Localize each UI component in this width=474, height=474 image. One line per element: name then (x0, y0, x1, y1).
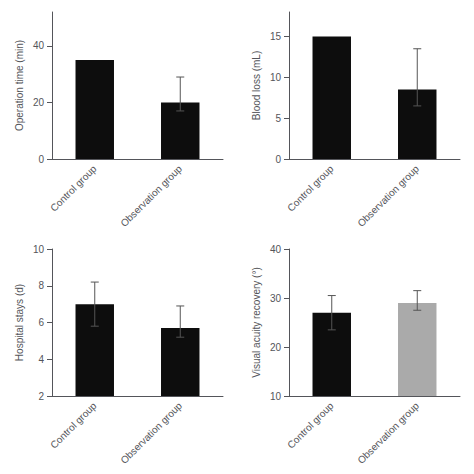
svg-text:10: 10 (270, 72, 282, 83)
svg-text:Hospital stays (d): Hospital stays (d) (14, 284, 25, 361)
svg-text:10: 10 (270, 391, 282, 402)
svg-text:0: 0 (275, 154, 281, 165)
svg-text:20: 20 (33, 97, 45, 108)
svg-text:4: 4 (38, 354, 44, 365)
svg-text:Control group: Control group (48, 400, 99, 451)
svg-text:8: 8 (38, 280, 44, 291)
svg-text:10: 10 (33, 244, 45, 255)
svg-text:2: 2 (38, 391, 44, 402)
svg-text:Operation time (min): Operation time (min) (14, 40, 25, 131)
svg-text:30: 30 (270, 293, 282, 304)
svg-text:Observation group: Observation group (118, 163, 184, 229)
svg-text:Control group: Control group (48, 163, 99, 214)
svg-text:6: 6 (38, 317, 44, 328)
svg-text:Observation group: Observation group (355, 163, 421, 229)
svg-text:Observation group: Observation group (118, 400, 184, 466)
svg-text:5: 5 (275, 113, 281, 124)
svg-text:20: 20 (270, 342, 282, 353)
svg-text:Observation group: Observation group (355, 400, 421, 466)
svg-text:15: 15 (270, 31, 282, 42)
svg-text:Blood loss (mL): Blood loss (mL) (251, 51, 262, 120)
svg-text:Control group: Control group (285, 400, 336, 451)
svg-text:0: 0 (38, 154, 44, 165)
svg-text:40: 40 (33, 40, 45, 51)
svg-text:Control group: Control group (285, 163, 336, 214)
svg-text:40: 40 (270, 244, 282, 255)
svg-text:Visual acuity recovery (°): Visual acuity recovery (°) (251, 267, 262, 378)
